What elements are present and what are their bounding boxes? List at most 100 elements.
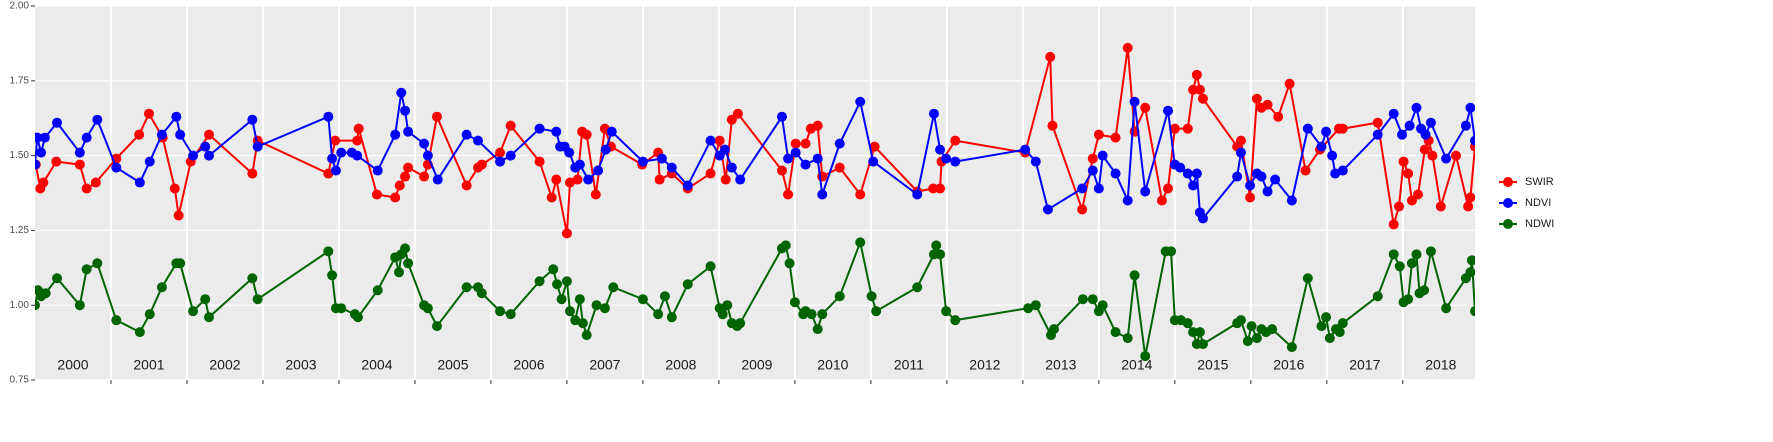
data-point	[732, 108, 743, 119]
data-point	[422, 150, 433, 161]
data-point	[1122, 195, 1133, 206]
data-point	[1188, 180, 1199, 191]
data-point	[705, 168, 716, 179]
data-point	[505, 309, 516, 320]
legend-label: SWIR	[1525, 176, 1554, 188]
data-point	[394, 180, 405, 191]
data-point	[1267, 324, 1278, 335]
data-point	[1194, 84, 1205, 95]
data-point	[52, 117, 63, 128]
data-point	[855, 189, 866, 200]
data-point	[564, 306, 575, 317]
plot-panel	[35, 6, 1475, 380]
data-point	[1030, 156, 1041, 167]
data-point	[812, 324, 823, 335]
data-point	[431, 111, 442, 122]
data-point	[247, 273, 258, 284]
data-point	[1197, 213, 1208, 224]
data-point	[40, 288, 51, 299]
year-label: 2017	[1349, 357, 1380, 373]
data-point	[574, 159, 585, 170]
year-label: 2012	[969, 357, 1000, 373]
data-point	[1232, 171, 1243, 182]
data-point	[574, 294, 585, 305]
data-point	[1097, 150, 1108, 161]
data-point	[1122, 333, 1133, 344]
data-point	[931, 240, 942, 251]
legend-marker	[1503, 219, 1513, 229]
data-point	[352, 135, 363, 146]
data-point	[1398, 156, 1409, 167]
data-point	[1441, 303, 1452, 314]
data-point	[1182, 123, 1193, 134]
data-point	[1394, 201, 1405, 212]
data-point	[812, 153, 823, 164]
data-point	[1397, 129, 1408, 140]
data-point	[323, 168, 334, 179]
data-point	[1188, 327, 1199, 338]
data-point	[1316, 321, 1327, 332]
data-point	[871, 306, 882, 317]
data-point	[393, 267, 404, 278]
data-point	[1235, 135, 1246, 146]
data-point	[1093, 183, 1104, 194]
data-point	[1191, 168, 1202, 179]
data-point	[593, 165, 604, 176]
data-point	[1302, 123, 1313, 134]
data-point	[935, 183, 946, 194]
data-point	[855, 237, 866, 248]
data-point	[817, 309, 828, 320]
data-point	[1245, 192, 1256, 203]
series-layer	[35, 42, 1475, 362]
data-point	[200, 141, 211, 152]
data-point	[74, 147, 85, 158]
data-point	[1262, 99, 1273, 110]
data-point	[1337, 165, 1348, 176]
data-point	[637, 156, 648, 167]
data-point	[38, 177, 49, 188]
data-point	[1097, 300, 1108, 311]
data-point	[912, 282, 923, 293]
data-point	[1129, 270, 1140, 281]
data-point	[35, 132, 43, 143]
y-tick-label: 1.00	[10, 300, 30, 311]
data-point	[372, 285, 383, 296]
year-label: 2014	[1121, 357, 1152, 373]
data-point	[476, 288, 487, 299]
data-point	[403, 162, 414, 173]
data-point	[352, 150, 363, 161]
data-point	[1324, 333, 1335, 344]
data-point	[1372, 129, 1383, 140]
legend: SWIR NDVI NDWI	[1499, 176, 1554, 230]
data-point	[556, 294, 567, 305]
data-point	[1300, 165, 1311, 176]
year-label: 2011	[894, 357, 924, 373]
data-point	[950, 156, 961, 167]
data-point	[1045, 51, 1056, 62]
data-point	[783, 153, 794, 164]
data-point	[1110, 132, 1121, 143]
data-point	[1419, 285, 1430, 296]
data-point	[505, 120, 516, 131]
data-point	[1334, 327, 1345, 338]
data-point	[1420, 129, 1431, 140]
data-point	[495, 147, 506, 158]
data-point	[92, 258, 103, 269]
data-point	[419, 138, 430, 149]
data-point	[600, 144, 611, 155]
data-point	[564, 177, 575, 188]
data-point	[866, 291, 877, 302]
data-point	[1194, 327, 1205, 338]
data-point	[581, 330, 592, 341]
data-point	[1235, 147, 1246, 158]
data-point	[81, 264, 92, 275]
y-tick-label: 2.00	[10, 1, 30, 12]
data-point	[400, 105, 411, 116]
data-point	[790, 147, 801, 158]
data-point	[1122, 42, 1133, 53]
y-tick-label: 1.75	[10, 75, 30, 86]
data-point	[323, 111, 334, 122]
data-point	[188, 150, 199, 161]
data-point	[941, 153, 952, 164]
data-point	[400, 243, 411, 254]
